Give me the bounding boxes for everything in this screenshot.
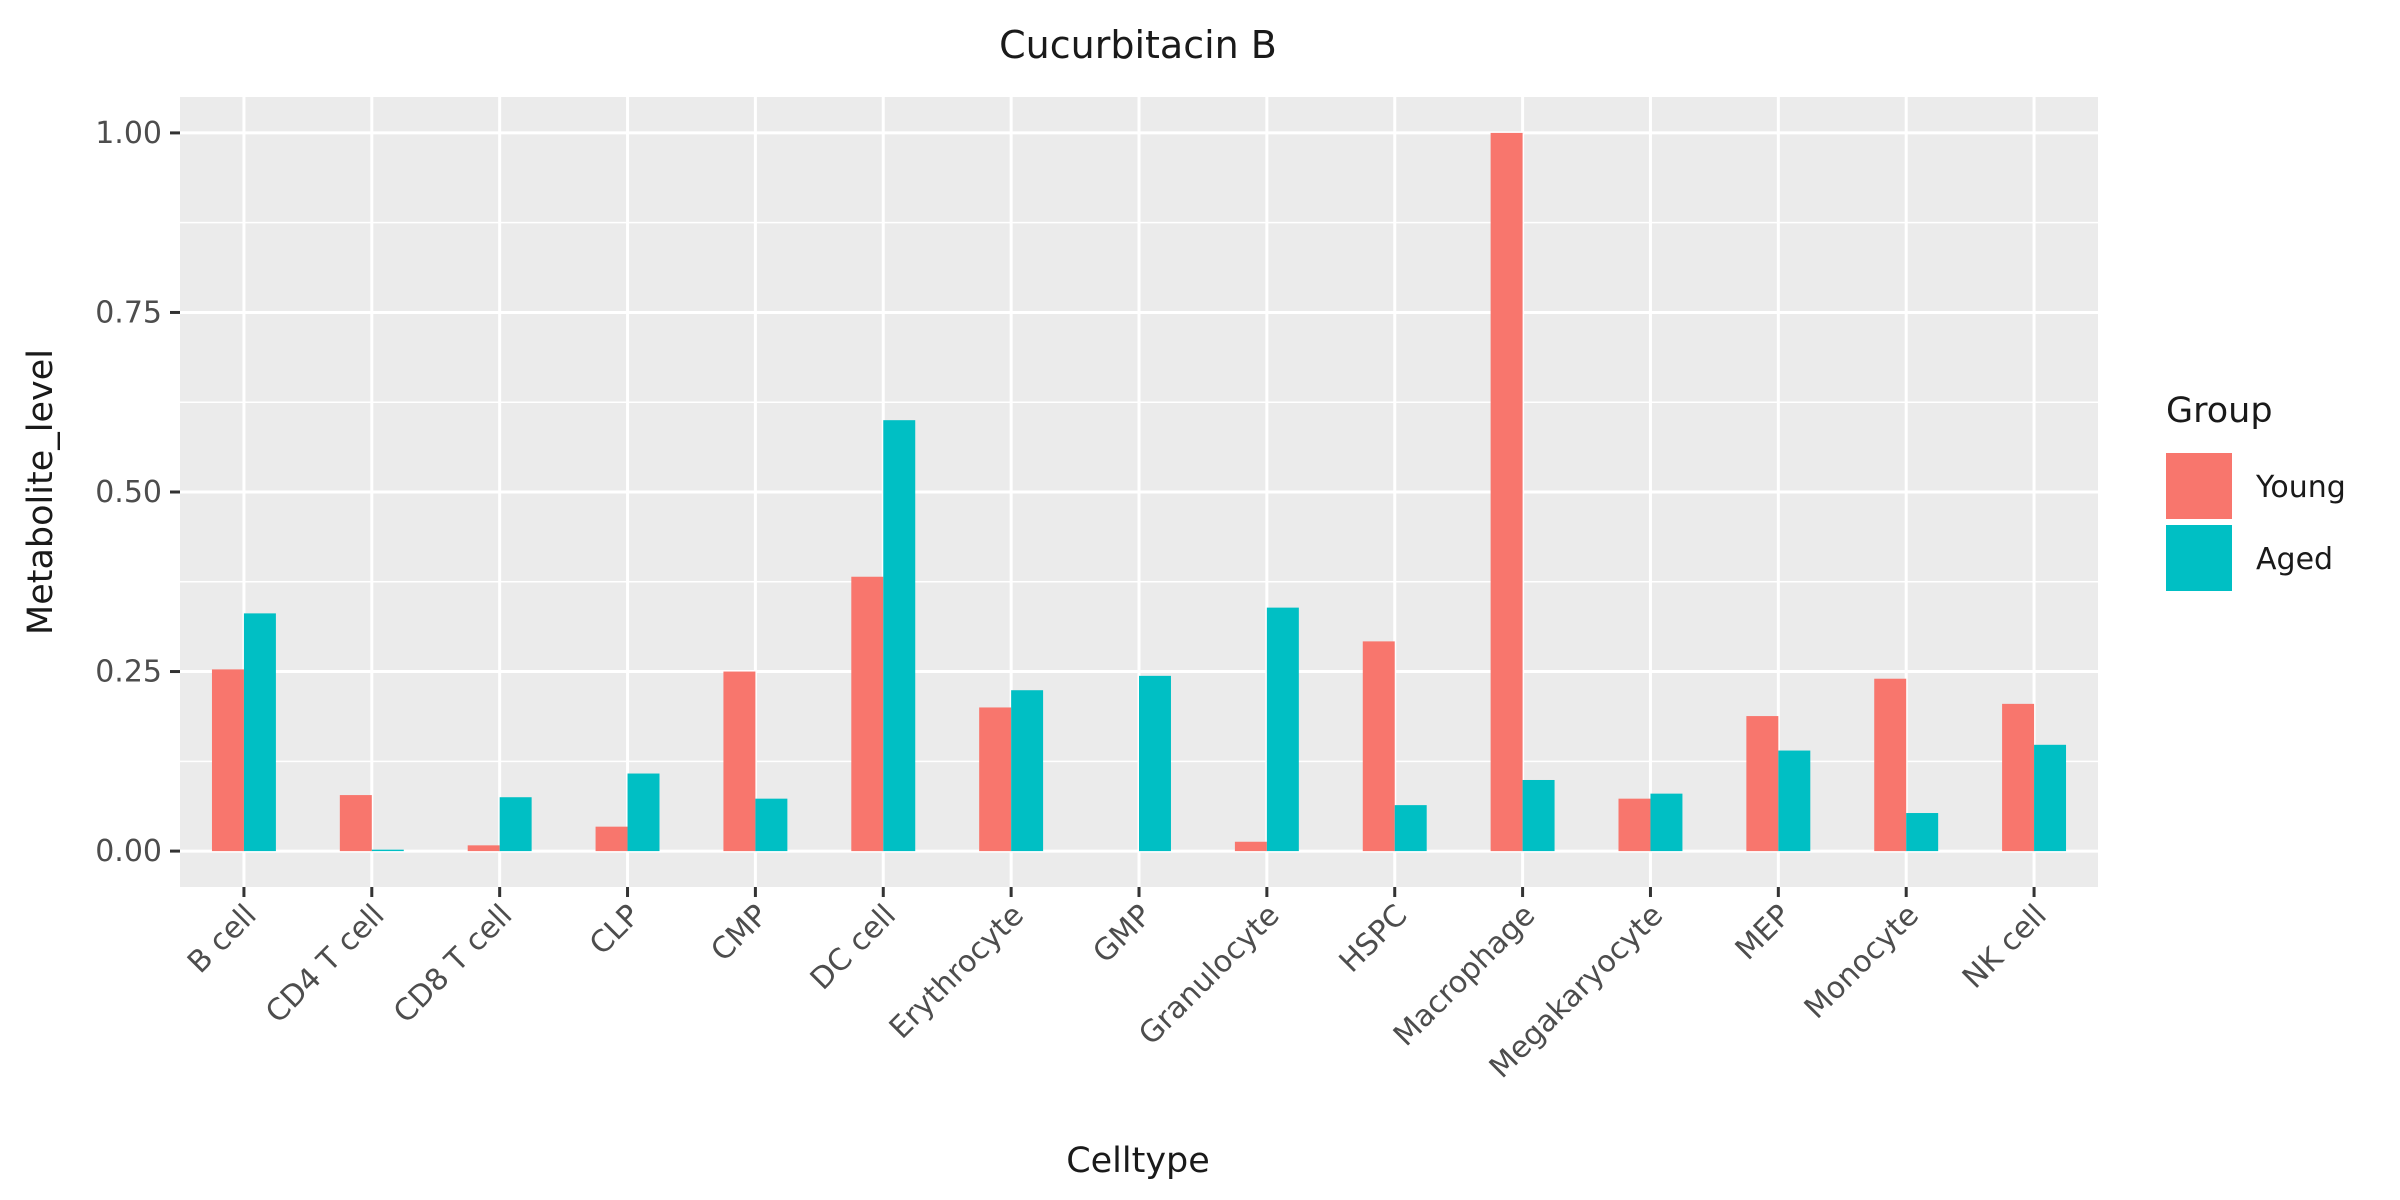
bar-aged-macrophage [1522,779,1555,852]
bar-young-nk-cell [2002,703,2035,852]
bar-young-dc-cell [851,576,884,852]
bar-aged-clp [627,773,660,852]
bar-aged-erythrocyte [1011,690,1044,852]
y-tick-label: 0.75 [95,295,162,330]
y-tick-label: 0.00 [95,834,162,869]
legend-key-aged [2166,525,2232,591]
legend-label-aged: Aged [2256,542,2333,577]
bar-young-macrophage [1490,132,1523,852]
bar-young-mep [1746,716,1779,852]
bar-young-b-cell [211,669,244,852]
y-tick-label: 0.50 [95,475,162,510]
x-axis-title: Celltype [1066,1141,1210,1181]
chart-title: Cucurbitacin B [999,23,1277,67]
y-tick-label: 0.25 [95,655,162,690]
bar-aged-hspc [1394,805,1427,852]
bar-young-cd8-t-cell [467,845,500,852]
bar-young-erythrocyte [979,707,1012,852]
legend-label-young: Young [2255,470,2346,505]
bar-young-cd4-t-cell [339,795,372,852]
bar-aged-dc-cell [883,420,916,852]
y-tick-label: 1.00 [95,116,162,151]
bar-young-hspc [1362,641,1395,852]
bar-aged-cd4-t-cell [371,849,404,852]
bar-aged-nk-cell [2034,744,2067,852]
legend-key-young [2166,453,2232,519]
bar-aged-megakaryocyte [1650,793,1683,852]
bar-aged-monocyte [1906,813,1939,852]
bar-young-monocyte [1874,678,1907,852]
bar-young-granulocyte [1234,841,1267,852]
bars [211,132,2067,852]
bar-aged-cmp [755,798,788,852]
y-axis-title: Metabolite_level [21,349,61,635]
bar-aged-granulocyte [1266,607,1299,852]
bar-aged-gmp [1139,675,1171,852]
bar-aged-cd8-t-cell [499,797,532,852]
legend-title: Group [2166,391,2273,431]
y-axis: 0.00 0.25 0.50 0.75 1.00 [95,116,180,869]
bar-young-cmp [723,671,756,852]
legend: Group Young Aged [2166,391,2346,591]
bar-young-megakaryocyte [1618,798,1651,852]
bar-aged-mep [1778,750,1811,852]
bar-young-clp [595,826,628,852]
bar-aged-b-cell [243,613,276,852]
